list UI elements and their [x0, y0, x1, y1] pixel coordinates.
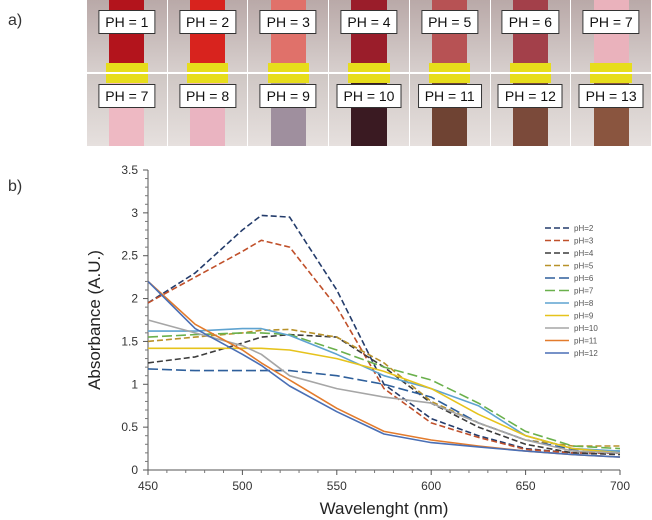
legend-label: pH=7	[574, 287, 594, 296]
series-line	[147, 332, 621, 450]
legend-label: pH=6	[574, 274, 594, 283]
series-line	[147, 280, 621, 458]
series-line	[148, 327, 621, 452]
series-line	[147, 319, 621, 454]
series-line	[148, 347, 621, 454]
tube-band	[106, 74, 148, 83]
y-tick-label: 1.5	[121, 334, 138, 348]
chart-axes	[147, 170, 620, 471]
ph-tile: PH = 8	[167, 74, 248, 146]
tube-band	[509, 63, 552, 72]
ph-tile: PH = 7	[87, 74, 167, 146]
ph-tile: PH = 1	[87, 0, 167, 72]
ph-tile: PH = 4	[329, 0, 409, 72]
y-axis-ticks: 0 0.5 1 1.5 2 2.5 3 3.5	[121, 163, 148, 477]
y-tick-label: 1	[131, 377, 138, 391]
ph-label: PH = 2	[178, 10, 237, 34]
x-tick-label: 700	[610, 479, 630, 493]
series-line	[147, 280, 621, 458]
tube-band	[186, 63, 229, 72]
ph-tile: PH = 6	[490, 0, 571, 72]
ph-tile: PH = 7	[571, 0, 651, 72]
legend-label: pH=9	[574, 312, 594, 321]
y-tick-label: 2	[131, 292, 138, 306]
ph-label: PH = 6	[501, 10, 560, 34]
series-line	[147, 214, 620, 454]
ph-label: PH = 7	[98, 84, 156, 108]
panel-label-b: b)	[8, 178, 23, 195]
ph-tile: PH = 2	[167, 0, 248, 72]
ph-tile: PH = 5	[409, 0, 490, 72]
tube-band	[267, 63, 309, 72]
ph-tile: PH = 9	[248, 74, 329, 146]
x-axis-title: Wavelenght (nm)	[320, 499, 449, 518]
legend-label: pH=2	[574, 224, 594, 233]
ph-label: PH = 3	[259, 10, 317, 34]
ph-label: PH = 11	[417, 84, 482, 108]
legend-label: pH=8	[574, 299, 594, 308]
ph-tile: PH = 3	[248, 0, 329, 72]
y-tick-label: 3	[131, 206, 138, 220]
tube-band	[348, 74, 390, 83]
ph-color-photo-strip: PH = 1 PH = 2 PH = 3 PH = 4 PH = 5 PH = 6 PH =…	[87, 0, 652, 146]
x-tick-label: 550	[327, 479, 347, 493]
ph-label: PH = 7	[582, 10, 640, 34]
legend-label: pH=4	[574, 249, 594, 258]
tube-band	[590, 74, 632, 83]
x-tick-label: 500	[232, 479, 252, 493]
y-tick-label: 0	[131, 463, 138, 477]
ph-tile: PH = 10	[329, 74, 409, 146]
tube-band	[186, 74, 229, 83]
ph-label: PH = 13	[578, 84, 644, 108]
y-tick-label: 0.5	[121, 420, 138, 434]
ph-label: PH = 5	[421, 10, 479, 34]
x-tick-label: 650	[516, 479, 536, 493]
legend-label: pH=10	[574, 324, 598, 333]
ph-label: PH = 1	[98, 10, 156, 34]
ph-tile: PH = 11	[409, 74, 490, 146]
x-tick-label: 450	[138, 479, 158, 493]
absorbance-chart: 450 500 550 600 650 700 0 0.5 1 1.5 2 2.5 3 3.5 pH=2…	[85, 163, 630, 518]
ph-label: PH = 10	[336, 84, 402, 108]
tube-band	[428, 74, 471, 83]
series-line	[147, 239, 620, 454]
ph-tile: PH = 12	[490, 74, 571, 146]
y-tick-label: 2.5	[121, 249, 138, 263]
y-axis-title: Absorbance (A.U.)	[85, 250, 104, 390]
chart-legend: pH=2 pH=3 pH=4 pH=5 pH=6 pH=7 pH=8 pH=9 pH=10 pH=…	[545, 224, 598, 358]
legend-label: pH=12	[574, 349, 598, 358]
panel-label-a: a)	[8, 12, 23, 29]
y-tick-label: 3.5	[121, 163, 138, 177]
x-axis-ticks: 450 500 550 600 650 700	[138, 470, 630, 493]
ph-label: PH = 8	[178, 84, 237, 108]
series-line	[147, 333, 621, 456]
ph-tile: PH = 13	[571, 74, 651, 146]
ph-label: PH = 4	[340, 10, 398, 34]
legend-label: pH=5	[574, 262, 594, 271]
ph-label: PH = 9	[259, 84, 317, 108]
tube-band	[590, 63, 632, 72]
tube-band	[106, 63, 148, 72]
tube-band	[348, 63, 390, 72]
tube-band	[267, 74, 309, 83]
tube-band	[428, 63, 471, 72]
legend-label: pH=11	[574, 337, 598, 346]
tube-band	[509, 74, 552, 83]
x-tick-label: 600	[421, 479, 441, 493]
legend-label: pH=3	[574, 237, 594, 246]
series-lines	[147, 214, 621, 458]
ph-label: PH = 12	[497, 84, 563, 108]
